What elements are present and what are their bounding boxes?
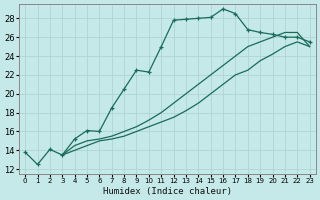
- X-axis label: Humidex (Indice chaleur): Humidex (Indice chaleur): [103, 187, 232, 196]
